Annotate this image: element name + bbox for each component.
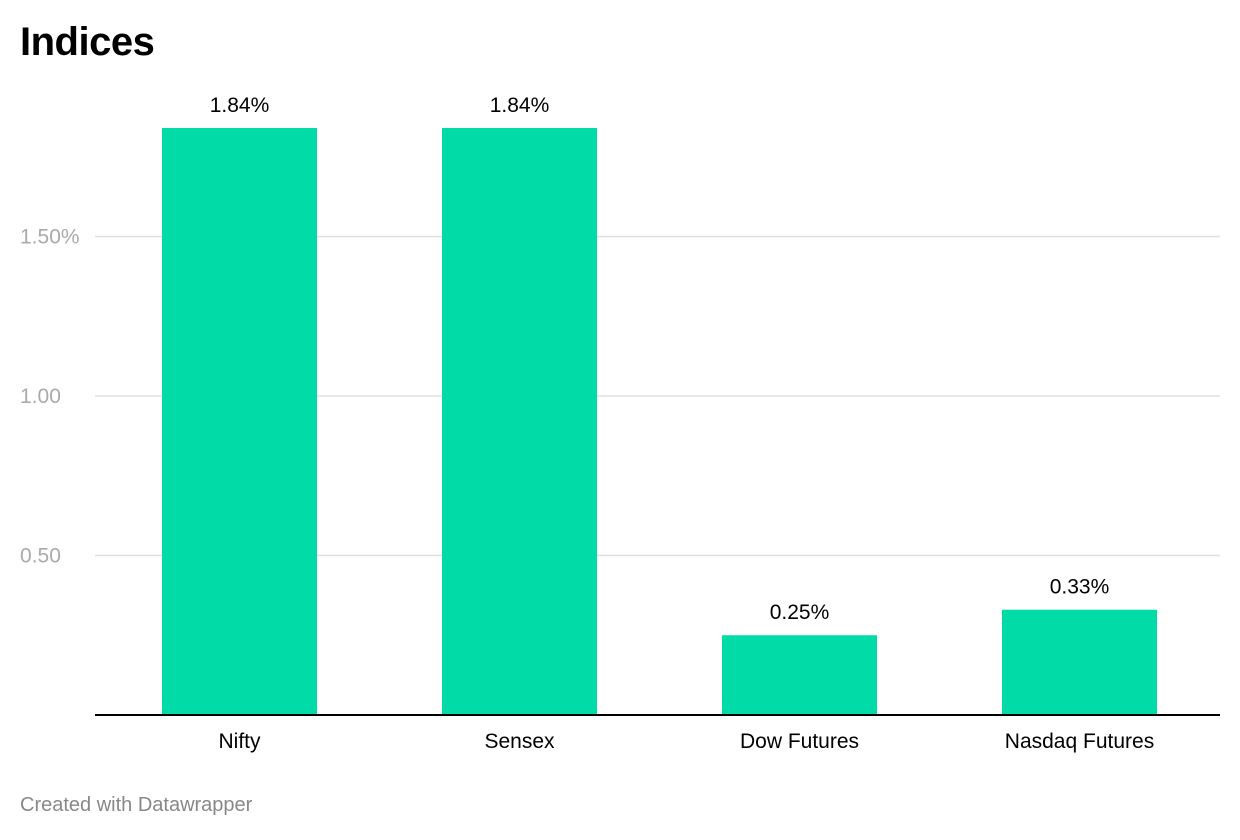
credit-text: Created with Datawrapper <box>20 794 253 816</box>
labels: 0.50 1.00 1.50% 1.84% Nifty 1.84% Sensex 0.25% D… <box>20 94 1154 753</box>
bar <box>162 128 317 715</box>
data-label: 1.84% <box>490 94 550 117</box>
data-label: 1.84% <box>210 94 270 117</box>
x-tick-label: Sensex <box>484 730 555 753</box>
y-tick-label: 1.00 <box>20 385 61 408</box>
data-label: 0.25% <box>770 601 830 624</box>
y-tick-label: 1.50% <box>20 225 80 248</box>
x-tick-label: Nifty <box>219 730 262 753</box>
bar <box>442 128 597 715</box>
bar <box>722 635 877 715</box>
chart-title: Indices <box>20 20 155 64</box>
x-tick-label: Dow Futures <box>740 730 859 753</box>
y-tick-label: 0.50 <box>20 544 61 567</box>
bar <box>1002 609 1157 715</box>
bars <box>162 128 1157 715</box>
data-label: 0.33% <box>1050 576 1110 599</box>
x-tick-label: Nasdaq Futures <box>1005 730 1154 753</box>
